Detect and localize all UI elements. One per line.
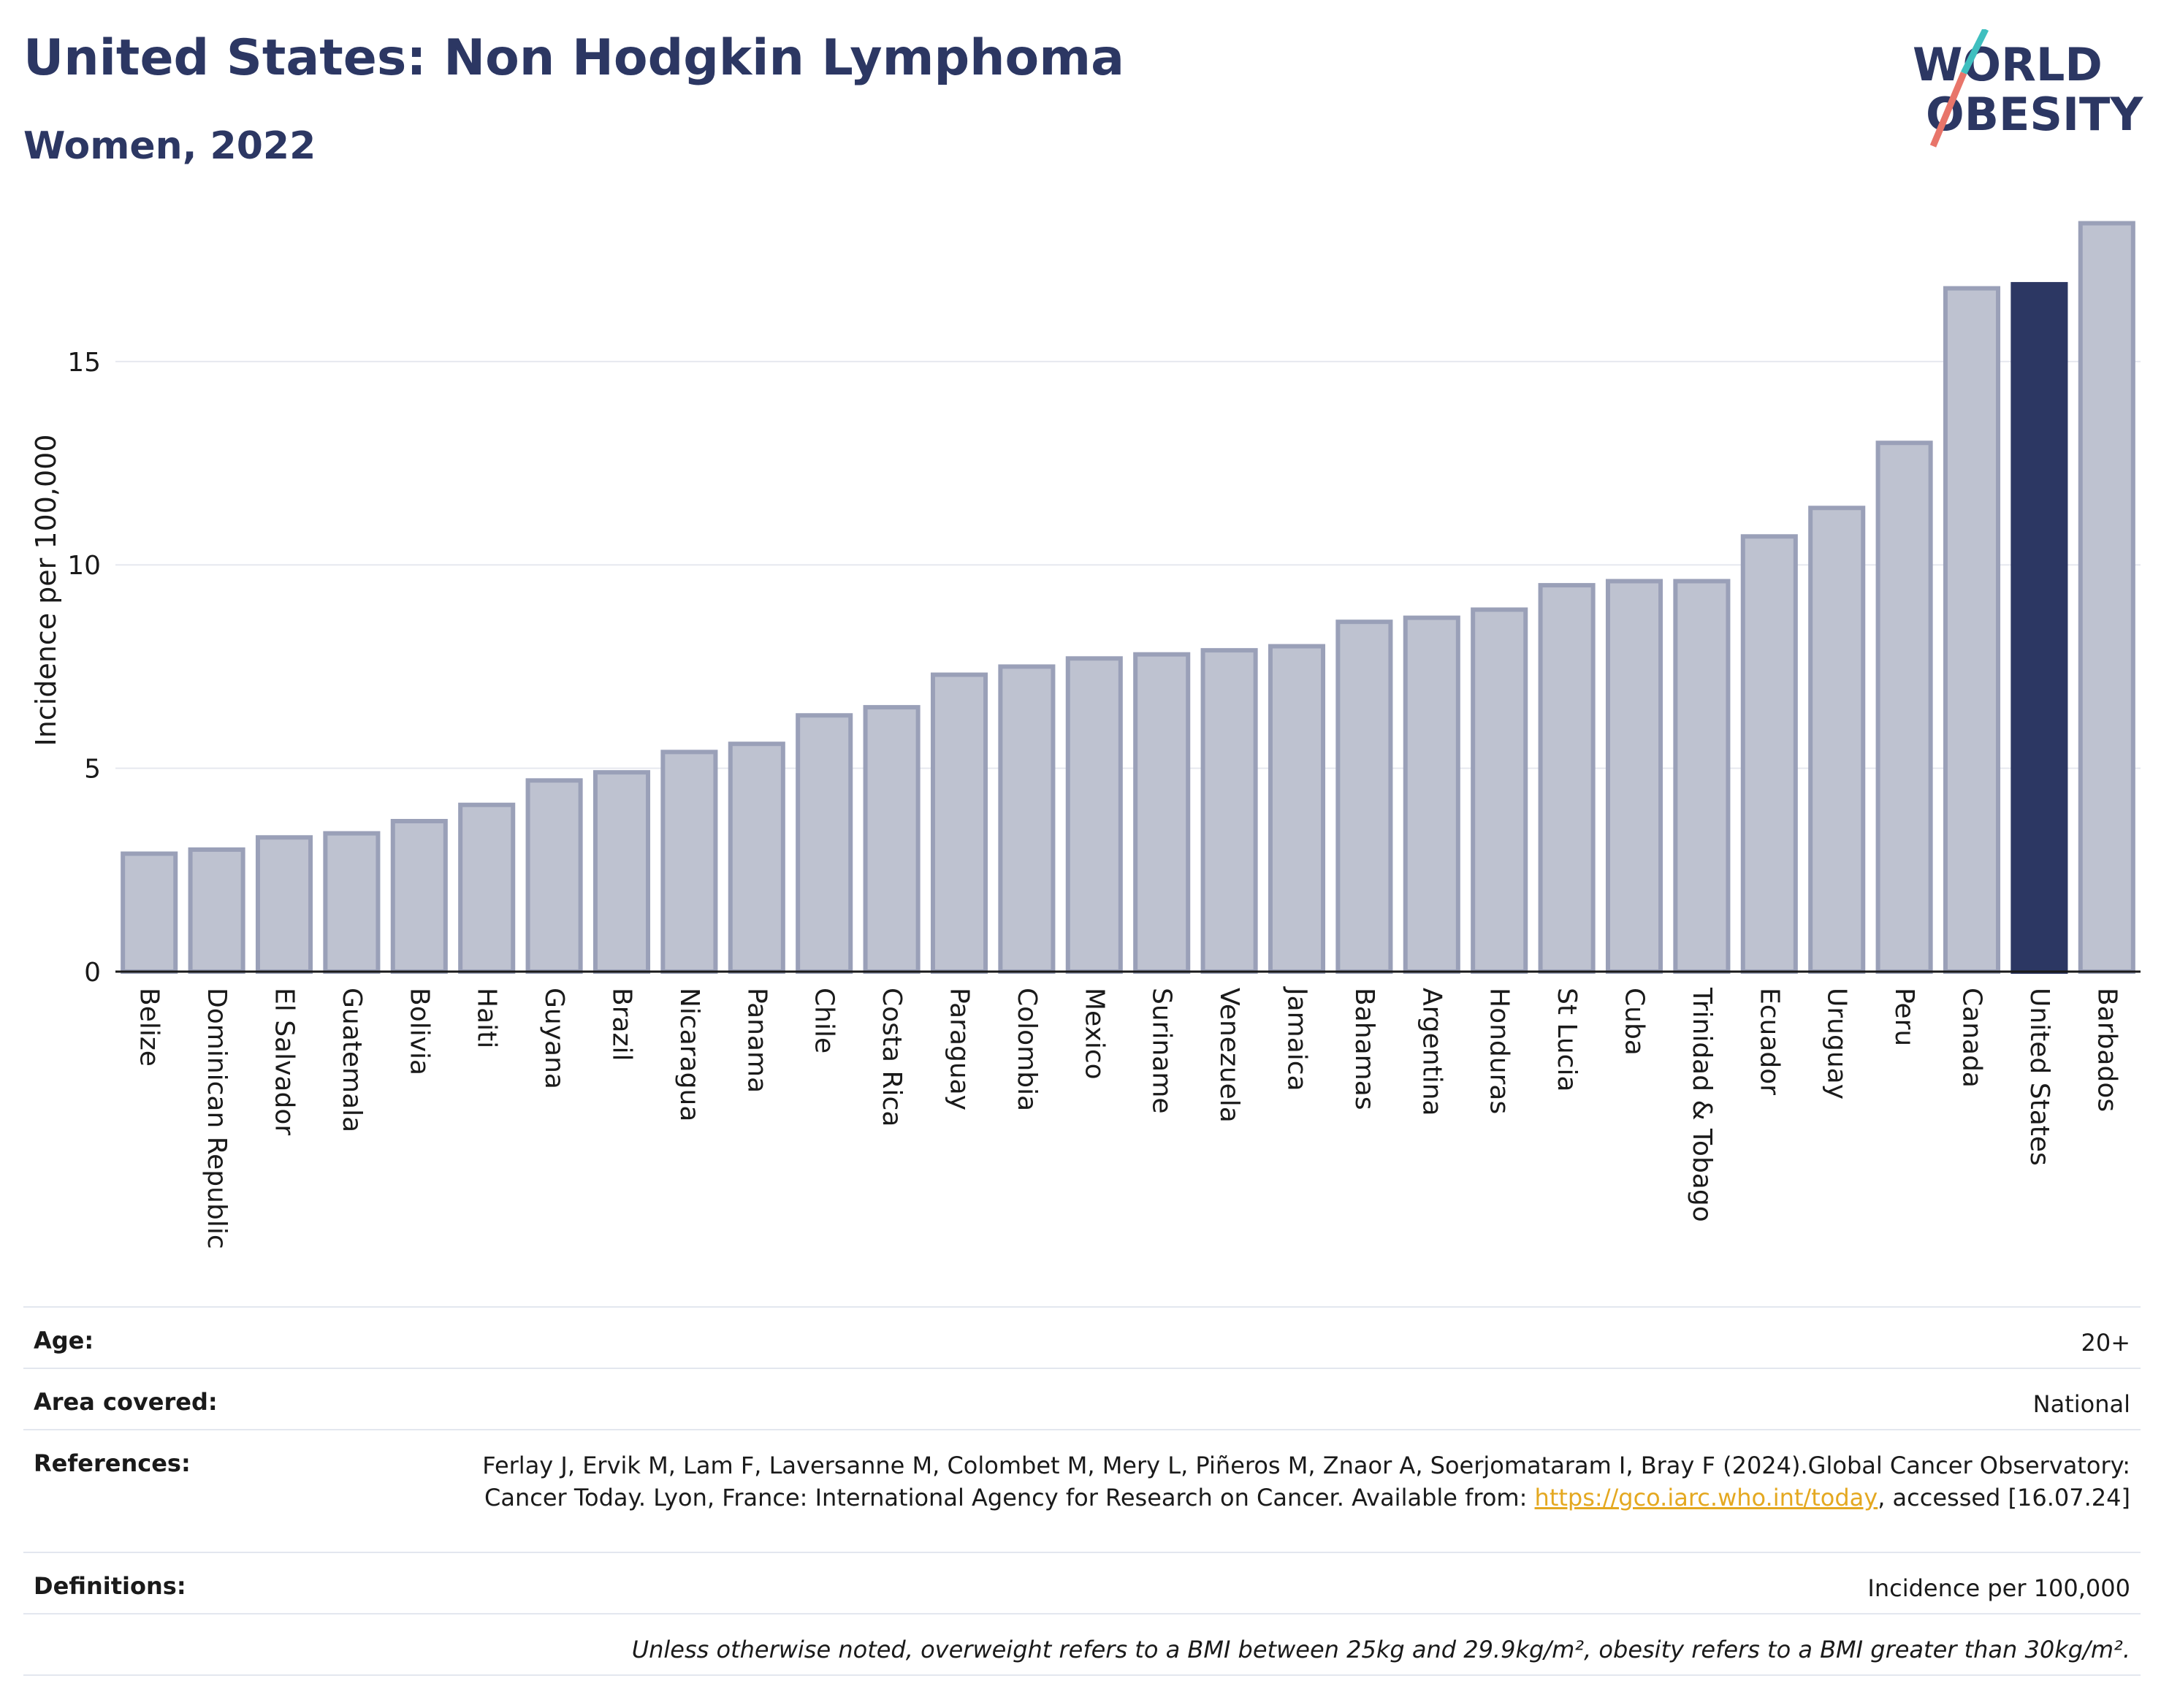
bar [323,831,381,975]
bar [1538,583,1596,974]
x-tick-label: Honduras [1485,988,1514,1114]
x-tick-label: Barbados [2092,988,2122,1112]
area-value: National [2032,1390,2130,1418]
x-tick-label: United States [2024,988,2054,1166]
x-tick-label: Nicaragua [674,988,704,1121]
x-tick-label: Dominican Republic [202,988,232,1249]
x-tick-label: Cuba [1620,988,1650,1056]
logo-line-1: WORLD [1913,38,2103,91]
logo-line-2: OBESITY [1926,88,2143,141]
bar [1268,644,1326,974]
x-tick-label: Belize [134,988,164,1067]
info-row-age: Age: 20+ [23,1306,2141,1368]
x-tick-label: Haiti [472,988,502,1048]
bar [255,835,313,974]
info-row-definitions: Definitions: Incidence per 100,000 [23,1552,2141,1613]
info-row-area: Area covered: National [23,1368,2141,1429]
logo-slash-coral [1929,72,1967,148]
bar [1335,619,1393,975]
x-tick-label: Costa Rica [877,988,907,1126]
bar [1673,579,1731,974]
y-axis-label: Incidence per 100,000 [30,434,62,746]
bar [1200,648,1258,974]
x-tick-label: Panama [742,988,771,1093]
definitions-value: Incidence per 100,000 [1867,1574,2130,1602]
x-tick-label: Guatemala [337,988,367,1132]
x-tick-label: Guyana [539,988,569,1089]
x-tick-label: Mexico [1079,988,1109,1080]
bar [930,672,988,974]
x-tick-label: Uruguay [1822,988,1852,1099]
x-tick-label: Peru [1889,988,1919,1046]
x-tick-label: Jamaica [1282,986,1312,1091]
bar [998,664,1056,974]
y-tick-label: 10 [67,551,101,581]
bar [188,847,245,975]
bar [863,705,921,974]
bar [525,778,583,975]
x-tick-label: Trinidad & Tobago [1687,987,1717,1222]
x-tick-label: Canada [1957,988,1987,1088]
references-link[interactable]: https://gco.iarc.who.int/today [1534,1484,1878,1511]
bar [1808,506,1866,974]
bar [728,741,785,974]
y-tick-label: 5 [84,755,101,785]
x-tick-label: Paraguay [945,988,975,1110]
references-label: References: [34,1449,191,1477]
bar [1943,286,2001,975]
bar [1471,607,1528,975]
bars [121,221,2135,975]
references-text: Ferlay J, Ervik M, Lam F, Laversanne M, … [482,1452,2130,1511]
x-tick-label: Suriname [1147,988,1177,1114]
x-tick-label: Ecuador [1754,988,1784,1095]
bar [796,713,853,974]
bar [2078,221,2135,974]
bar [390,819,448,974]
x-tick-label: Venezuela [1214,988,1244,1123]
x-tick-label: El Salvador [270,988,300,1135]
bar [1740,534,1798,974]
bar [592,770,651,975]
info-row-note: Unless otherwise noted, overweight refer… [23,1613,2141,1676]
definitions-label: Definitions: [34,1572,186,1600]
world-obesity-logo: WORLD OBESITY [1913,29,2143,148]
x-tick-label: Bahamas [1349,988,1379,1110]
area-label: Area covered: [34,1388,218,1416]
bar [1133,652,1191,974]
x-tick-label: Argentina [1417,988,1447,1116]
info-table: Age: 20+ Area covered: National Referenc… [23,1306,2141,1676]
bar-chart: 0 5 10 15 Belize Dominican Republic El Salvado… [30,221,2141,1249]
x-tick-label: Bolivia [404,988,434,1075]
age-value: 20+ [2081,1329,2130,1357]
x-tick-label: Chile [809,988,839,1053]
bar [121,851,178,974]
x-tick-label: Brazil [607,988,637,1061]
bar-highlighted [2011,282,2068,975]
y-tick-label: 15 [67,348,101,378]
grid-lines [115,360,2141,769]
bar [660,750,718,974]
tick-labels: 0 5 10 15 Belize Dominican Republic El Salvado… [67,348,2122,1249]
bar [458,802,516,974]
bar [1403,615,1460,975]
bmi-note: Unless otherwise noted, overweight refer… [631,1636,2130,1663]
bar [1605,579,1663,974]
info-row-references: References: Ferlay J, Ervik M, Lam F, La… [23,1429,2141,1552]
references-accessed: , accessed [16.07.24] [1878,1484,2130,1511]
page-title: United States: Non Hodgkin Lymphoma [23,29,1124,87]
x-tick-label: St Lucia [1552,988,1582,1092]
y-tick-label: 0 [84,958,101,988]
references-value: Ferlay J, Ervik M, Lam F, Laversanne M, … [23,1430,2141,1528]
page-subtitle: Women, 2022 [23,124,316,168]
bar [1875,441,1933,974]
x-tick-label: Colombia [1012,988,1042,1111]
age-label: Age: [34,1327,94,1354]
logo-slash-teal [1960,29,1989,75]
bar [1065,656,1123,974]
